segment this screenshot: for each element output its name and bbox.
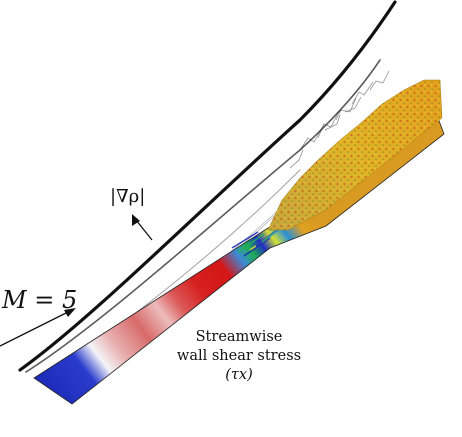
mach-number-label: M = 5 <box>2 286 78 314</box>
caption-line-1: Streamwise <box>195 329 283 345</box>
density-gradient-label: |∇ρ| <box>110 186 146 207</box>
gradient-arrow <box>132 214 153 241</box>
wall-shear-caption: Streamwise wall shear stress (τx) <box>174 328 304 385</box>
caption-line-3: (τx) <box>225 367 253 383</box>
caption-line-2: wall shear stress <box>176 348 302 364</box>
turbulent-eddies <box>289 70 390 169</box>
freestream-arrow <box>0 308 76 347</box>
turbulent-texture <box>268 80 442 230</box>
